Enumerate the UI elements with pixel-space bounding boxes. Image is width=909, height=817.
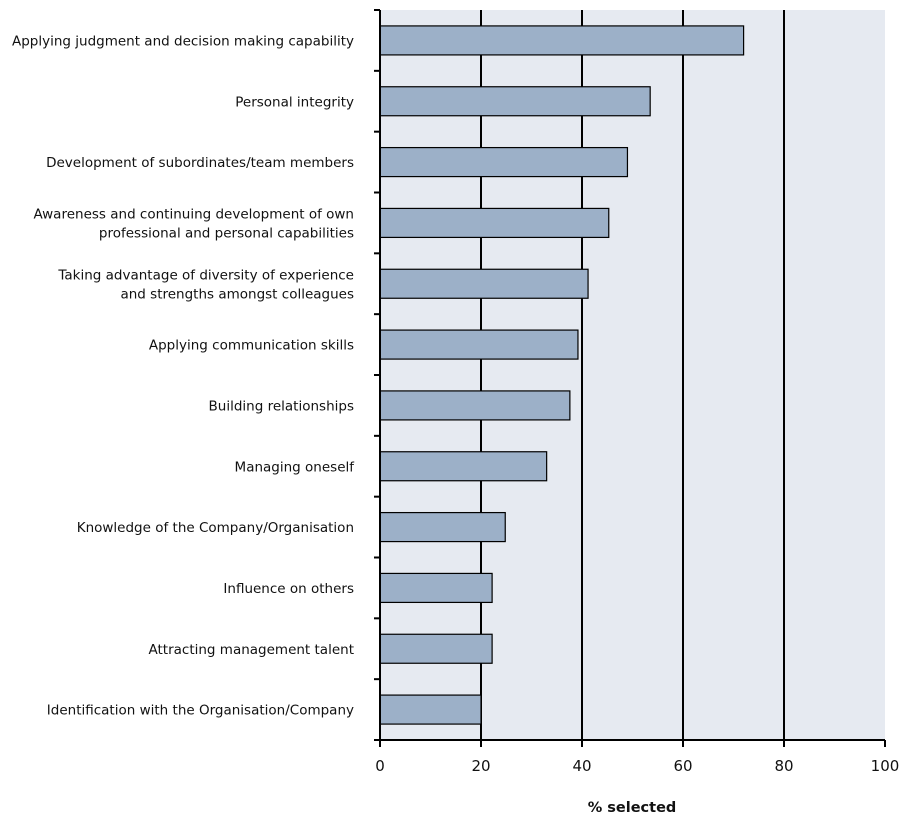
bar-7 — [379, 451, 548, 482]
bar-8 — [379, 511, 506, 543]
x-tick-label-40: 40 — [572, 757, 591, 775]
category-labels: Applying judgment and decision making ca… — [12, 33, 355, 718]
x-axis-ticks: 0 20 40 60 80 100 — [375, 740, 899, 775]
x-tick-label-20: 20 — [471, 757, 490, 775]
bar-9 — [379, 572, 493, 604]
x-tick-label-80: 80 — [774, 757, 793, 775]
category-label-10: Attracting management talent — [149, 642, 355, 658]
bar-3 — [379, 207, 610, 239]
category-label-8: Knowledge of the Company/Organisation — [77, 520, 354, 536]
bar-11 — [379, 694, 482, 725]
x-tick-label-100: 100 — [871, 757, 900, 775]
bar-6 — [379, 390, 571, 421]
x-tick-label-0: 0 — [375, 757, 385, 775]
category-label-0: Applying judgment and decision making ca… — [12, 33, 354, 49]
category-label-4-0: Taking advantage of diversity of experie… — [57, 267, 354, 283]
bar-2 — [379, 146, 629, 178]
category-label-11: Identification with the Organisation/Com… — [47, 703, 354, 719]
category-label-3-0: Awareness and continuing development of … — [33, 206, 354, 222]
bar-10 — [379, 633, 493, 664]
category-label-3-1: professional and personal capabilities — [99, 225, 354, 241]
category-label-4-1: and strengths amongst colleagues — [120, 286, 354, 302]
category-label-6: Building relationships — [209, 398, 354, 414]
x-axis-title: % selected — [588, 800, 677, 816]
bar-5 — [379, 329, 579, 360]
category-label-2: Development of subordinates/team members — [46, 155, 354, 171]
category-label-7: Managing oneself — [235, 459, 356, 475]
bars — [379, 25, 745, 725]
category-label-5: Applying communication skills — [149, 338, 354, 354]
gridlines — [480, 10, 785, 740]
bar-4 — [379, 268, 589, 299]
x-tick-label-60: 60 — [673, 757, 692, 775]
category-label-1: Personal integrity — [235, 94, 354, 110]
category-label-9: Influence on others — [223, 581, 354, 597]
plot-area — [380, 10, 885, 740]
bar-1 — [379, 86, 651, 117]
bar-0 — [379, 25, 745, 56]
